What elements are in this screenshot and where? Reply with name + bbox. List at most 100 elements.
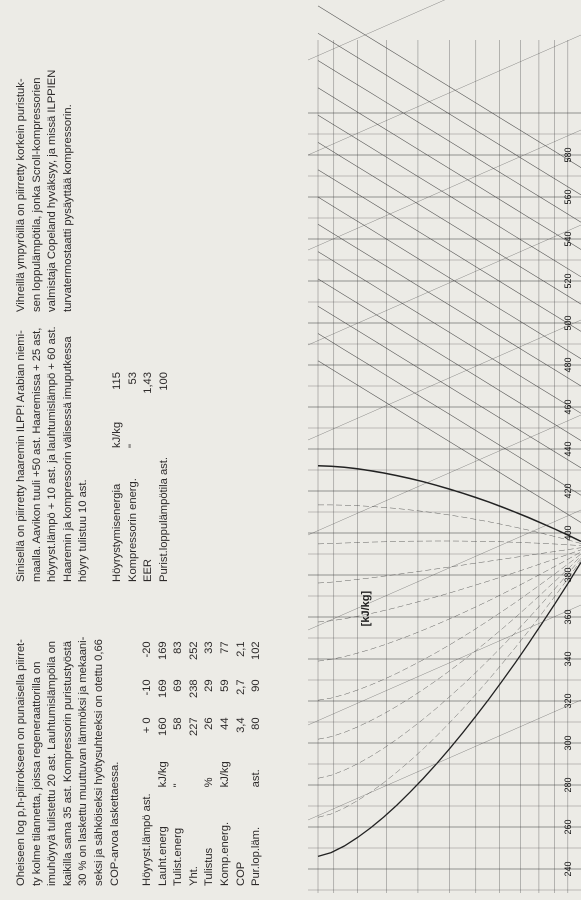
value-cell: -20 xyxy=(141,641,153,658)
x-tick-label: 540 xyxy=(563,231,573,246)
x-tick-label: 280 xyxy=(563,777,573,792)
quality-line xyxy=(317,553,581,701)
value-cell: 90 xyxy=(250,679,263,692)
x-tick-label: 320 xyxy=(563,693,573,708)
text-line: sen loppulämpötila, jonka Scroll-kompres… xyxy=(30,77,43,312)
row-label: Kompressorin energ. xyxy=(126,478,139,582)
isentrope-line xyxy=(317,169,581,332)
text-line: 30 % on laskettu muuttuvan lämmöksi ja m… xyxy=(77,636,90,886)
table-row: Kompressorin energ. " 53 xyxy=(126,364,142,582)
text-line: Haaremin ja kompressorin välisessä imupu… xyxy=(61,336,74,582)
x-tick-label: 440 xyxy=(563,441,573,456)
row-label: Komp.energ. xyxy=(218,821,231,886)
isotherm-line xyxy=(307,0,446,61)
value-cell: 2,1 xyxy=(234,641,247,657)
row-label: COP xyxy=(234,861,247,886)
value-cell: 53 xyxy=(126,372,139,385)
isotherm-line xyxy=(307,604,581,726)
text-line: seksi ja sähköiseksi hyötysuhteeksi on o… xyxy=(92,639,105,886)
value-cell: 83 xyxy=(172,641,185,654)
table-row: Tulistus% 26 29 33 xyxy=(202,633,218,886)
isentrope-line xyxy=(317,224,581,387)
isentrope-line xyxy=(317,32,581,196)
value-cell: 77 xyxy=(218,641,231,654)
isentrope-line xyxy=(317,305,581,469)
row-unit: ast. xyxy=(250,769,263,788)
isotherm-line xyxy=(307,699,581,821)
table-row: Purist.loppulämpötila ast. 100 xyxy=(157,364,173,582)
property-curves xyxy=(307,0,581,858)
table-row: Höyryst.lämpö ast. + 0 -10 -20 xyxy=(140,633,156,886)
x-tick-label: 340 xyxy=(563,651,573,666)
enthalpy-grid xyxy=(308,40,581,893)
saturated-liquid-line xyxy=(317,562,581,858)
enthalpy-tick-labels: 240 260 280 300 320 340 360 380 400 420 440 460 480 5… xyxy=(563,147,573,876)
cycle-table: Höyryst.lämpö ast. + 0 -10 -20 Lauht.energ kJ… xyxy=(140,633,265,886)
results-table: Höyryst.lämpö ast. + 0 -10 -20 Lauht.energ kJ… xyxy=(140,633,265,886)
value-cell: 227 xyxy=(187,717,200,737)
value-cell: 169 xyxy=(156,679,169,699)
value-cell: 100 xyxy=(157,372,170,391)
x-tick-label: 400 xyxy=(563,525,573,540)
quality-line xyxy=(317,549,581,623)
row-unit xyxy=(141,402,157,448)
isentrope-line xyxy=(317,196,581,359)
text-line: turvatermostaatti pysäyttää kompressorin… xyxy=(61,104,74,312)
quality-line xyxy=(317,547,581,584)
log-ph-diagram: 240 260 280 300 320 340 360 380 400 420 440 460 480 5… xyxy=(284,0,581,900)
middle-paragraph: Sinisellä on piirretty haaremin ILPP! Ar… xyxy=(14,326,92,582)
table-row: EER 1,43 xyxy=(141,364,157,582)
value-cell: 3,4 xyxy=(234,717,247,733)
table-row: Pur.lop.läm. ast. 80 90 102 xyxy=(249,633,265,886)
isentrope-line xyxy=(317,360,581,523)
text-line: Vihreillä ympyröillä on piirretty korkei… xyxy=(15,78,27,312)
blue-results: Höyrystymisenergia kJ/kg 115 Kompressorin e… xyxy=(110,364,172,582)
row-label: Lauht.energ xyxy=(156,826,169,886)
table-row: Höyrystymisenergia kJ/kg 115 xyxy=(110,364,126,582)
table-row: Komp.energ. kJ/kg 44 59 77 xyxy=(218,633,234,886)
intro-paragraph: Oheiseen log p,h-piirrokseen on punaisel… xyxy=(14,637,123,886)
table-row: Tulist.energ " 58 69 83 xyxy=(171,633,187,886)
text-line: kaikilla sama 35 ast. Kompressorin puris… xyxy=(61,641,74,886)
value-cell: -10 xyxy=(141,679,153,696)
value-cell: 252 xyxy=(187,641,200,661)
row-label: Tulist.energ xyxy=(172,827,185,886)
isotherm-line xyxy=(307,34,581,156)
value-cell: + 0 xyxy=(141,717,153,734)
text-line: Oheiseen log p,h-piirrokseen on punaisel… xyxy=(15,639,27,886)
text-line: höyry tulistuu 10 ast. xyxy=(77,479,90,582)
row-unit: kJ/kg xyxy=(218,761,231,788)
row-unit: % xyxy=(203,777,216,788)
value-cell: 80 xyxy=(250,717,263,730)
row-label: Yht. xyxy=(187,866,200,886)
value-cell: 59 xyxy=(218,679,231,692)
row-unit: kJ/kg xyxy=(111,421,123,448)
isentrope-line xyxy=(317,5,581,168)
row-unit xyxy=(187,747,203,787)
row-label: Tulistus xyxy=(203,847,216,886)
table-row: Lauht.energ kJ/kg 160 169 169 xyxy=(156,633,172,886)
text-line: höyryst.lämpö + 10 ast. ja lauhtumislämp… xyxy=(46,326,59,582)
quality-line xyxy=(317,551,581,662)
isotherm-line xyxy=(307,414,581,536)
text-line: COP-arvoa laskettaessa. xyxy=(108,761,121,886)
text-line: Sinisellä on piirretty haaremin ILPP! Ar… xyxy=(15,330,27,582)
isotherm-line xyxy=(307,129,581,251)
x-axis-label: [kJ/kg] xyxy=(360,591,372,627)
table-row: COP 3,4 2,7 2,1 xyxy=(234,633,250,886)
row-label: Purist.loppulämpötila ast. xyxy=(157,457,170,582)
value-cell: 115 xyxy=(111,372,123,390)
text-line: ty kolme tilannetta, joissa regeneraatto… xyxy=(30,661,43,887)
x-tick-label: 300 xyxy=(563,735,573,750)
x-tick-label: 360 xyxy=(563,609,573,624)
row-unit: " xyxy=(172,783,185,788)
text-line: imuhöyryä tulistettu 20 ast. Lauhtumislä… xyxy=(46,640,59,886)
x-tick-label: 240 xyxy=(563,861,573,876)
x-tick-label: 580 xyxy=(563,147,573,162)
value-cell: 1,43 xyxy=(142,372,155,394)
value-cell: 29 xyxy=(203,679,216,692)
table-row: Yht. 227 238 252 xyxy=(187,633,203,886)
saturated-vapour-line xyxy=(317,465,581,543)
isentrope-line xyxy=(317,142,581,305)
